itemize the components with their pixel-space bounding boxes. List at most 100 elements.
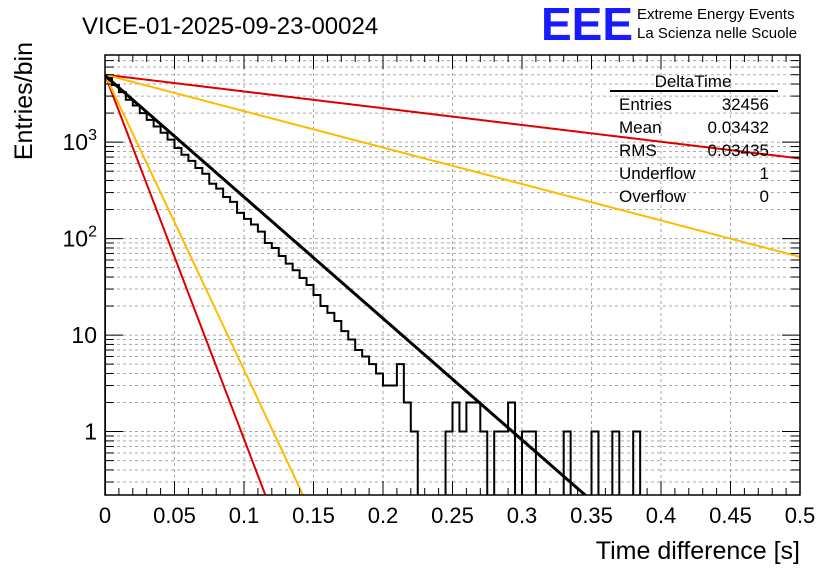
histogram-bin — [265, 243, 272, 495]
fit-curve-group — [105, 74, 588, 495]
histogram-bin — [105, 78, 112, 495]
histogram-bin — [383, 386, 390, 495]
histogram-bin — [175, 148, 182, 495]
histogram-bin — [293, 270, 300, 495]
stats-value: 32456 — [722, 95, 769, 114]
reference-curve-0 — [105, 73, 800, 160]
y-axis-title: Entries/bin — [10, 42, 38, 160]
histogram-bin — [244, 219, 251, 495]
histogram-bin — [300, 278, 307, 495]
histogram-bin — [612, 432, 619, 495]
histogram-bin — [320, 306, 327, 495]
histogram-bin — [195, 168, 202, 495]
stats-key: RMS — [619, 141, 657, 160]
histogram-bin — [508, 403, 515, 495]
histogram-bin — [327, 313, 334, 495]
histogram-bin — [446, 432, 453, 495]
histogram-bin — [161, 133, 168, 495]
histogram-bin — [251, 225, 258, 495]
histogram-bin — [133, 105, 140, 495]
y-tick-label: 103 — [63, 127, 98, 155]
histogram-bin — [355, 350, 362, 495]
stats-value: 0.03435 — [708, 141, 769, 160]
stats-key: Overflow — [619, 187, 687, 206]
x-tick-label: 0.2 — [368, 503, 399, 528]
x-tick-label: 0.1 — [229, 503, 260, 528]
histogram-bin — [348, 339, 355, 495]
stats-value: 1 — [760, 164, 769, 183]
histogram-bin — [154, 127, 161, 495]
histogram-bin — [480, 432, 487, 495]
x-axis-title: Time difference [s] — [596, 537, 800, 565]
y-tick-label: 10 — [71, 322, 97, 348]
fit-curve — [105, 74, 588, 495]
histogram-bin — [209, 184, 216, 495]
histogram-bin — [592, 432, 599, 495]
histogram-bin — [390, 386, 397, 495]
x-tick-label: 0 — [99, 503, 111, 528]
histogram-bin — [307, 285, 314, 495]
histogram-bin — [147, 120, 154, 495]
histogram-bin — [119, 92, 126, 495]
histogram-bin — [376, 373, 383, 495]
histogram-bin — [397, 364, 404, 495]
y-tick-label: 102 — [63, 224, 98, 252]
histogram-bin — [230, 202, 237, 495]
histogram-bin — [258, 232, 265, 495]
histogram-bin — [564, 432, 571, 495]
histogram-outline — [105, 77, 642, 495]
reference-curve-2 — [105, 73, 800, 258]
stats-box-title: DeltaTime — [655, 72, 732, 91]
histogram-bin — [140, 113, 147, 495]
histogram-bin — [188, 161, 195, 495]
x-tick-label: 0.3 — [507, 503, 538, 528]
y-tick-label: 1 — [84, 419, 97, 445]
histogram-bin — [459, 432, 466, 495]
histogram-bin — [501, 432, 508, 495]
org-name-line2: La Scienza nelle Scuole — [637, 25, 797, 42]
x-tick-label: 0.15 — [292, 503, 335, 528]
x-tick-label: 0.35 — [570, 503, 613, 528]
stats-key: Mean — [619, 118, 662, 137]
reference-curve-3 — [105, 74, 305, 495]
reference-curves — [105, 73, 800, 495]
x-tick-label: 0.25 — [431, 503, 474, 528]
grid-lines — [105, 55, 800, 495]
histogram-bin — [633, 432, 640, 495]
histogram-bin — [126, 100, 133, 495]
org-name-line1: Extreme Energy Events — [637, 6, 795, 23]
eee-logo: EEE — [541, 0, 633, 50]
run-title: VICE-01-2025-09-23-00024 — [82, 13, 378, 40]
stats-key: Entries — [619, 95, 672, 114]
histogram-bin — [286, 264, 293, 495]
stats-box: DeltaTime Entries 32456 Mean 0.03432 RMS 0.03… — [610, 72, 778, 206]
x-tick-label: 0.05 — [153, 503, 196, 528]
histogram-bin — [223, 197, 230, 495]
stats-rows: Entries 32456 Mean 0.03432 RMS 0.03435 Underfl… — [619, 95, 769, 206]
histogram-bin — [168, 140, 175, 495]
stats-value: 0 — [760, 187, 769, 206]
histogram-bin — [341, 331, 348, 495]
histogram-bin — [272, 248, 279, 495]
histogram-bin — [202, 174, 209, 495]
histogram-bin — [466, 403, 473, 495]
histogram-bin — [369, 364, 376, 495]
histogram-bin — [314, 295, 321, 495]
histogram-bin — [237, 213, 244, 495]
x-tick-label: 0.4 — [646, 503, 677, 528]
histogram — [105, 77, 642, 495]
axes: 0 0.05 0.1 0.15 0.2 0.25 0.3 0.35 0.4 0.45 0.51101… — [63, 54, 816, 528]
x-tick-label: 0.45 — [709, 503, 752, 528]
histogram-bin — [473, 403, 480, 495]
histogram-bin — [279, 256, 286, 495]
x-tick-label: 0.5 — [785, 503, 816, 528]
histogram-bin — [404, 403, 411, 495]
histogram-bin — [216, 189, 223, 495]
histogram-bin — [181, 155, 188, 495]
stats-value: 0.03432 — [708, 118, 769, 137]
histogram-bin — [411, 432, 418, 495]
stats-key: Underflow — [619, 164, 696, 183]
histogram-bin — [529, 432, 536, 495]
histogram-bin — [494, 432, 501, 495]
